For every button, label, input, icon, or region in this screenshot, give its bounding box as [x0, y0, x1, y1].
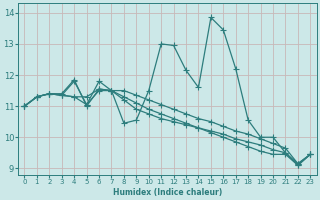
X-axis label: Humidex (Indice chaleur): Humidex (Indice chaleur)	[113, 188, 222, 197]
